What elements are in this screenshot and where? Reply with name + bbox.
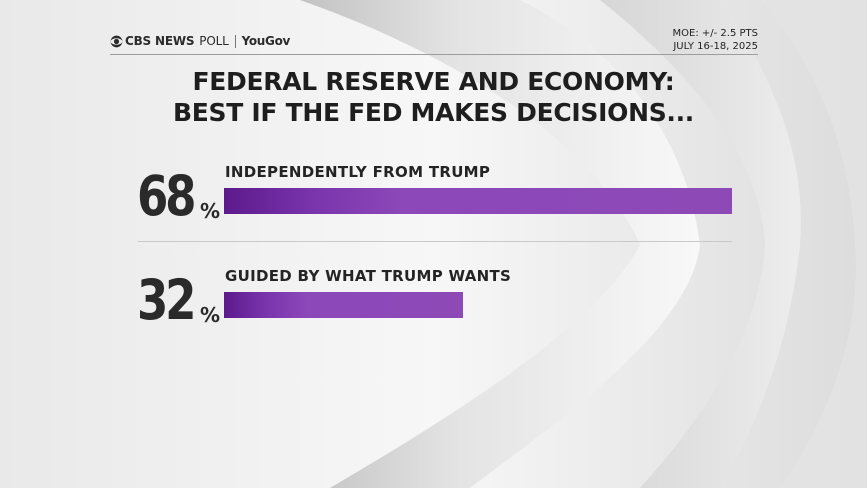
- poll-dates: JULY 16-18, 2025: [673, 41, 758, 52]
- bar-label: INDEPENDENTLY FROM TRUMP: [225, 163, 491, 181]
- percent-number: 32: [137, 268, 196, 332]
- percent-sign: %: [200, 303, 221, 327]
- percent-number: 68: [137, 164, 196, 228]
- brand-logo: CBS NEWS POLL YouGov: [110, 34, 290, 48]
- cbs-eye-icon: [110, 35, 123, 47]
- brand-poll: POLL: [199, 34, 229, 48]
- percent-value: 68 %: [137, 163, 221, 228]
- margin-of-error: MOE: +/- 2.5 PTS: [672, 28, 758, 39]
- brand-divider: [234, 34, 236, 48]
- brand-name: CBS NEWS: [125, 34, 195, 48]
- percent-value: 32 %: [137, 267, 221, 332]
- bar: [224, 292, 463, 318]
- poll-meta: MOE: +/- 2.5 PTS JULY 16-18, 2025: [673, 27, 758, 53]
- bar-row: 32 % GUIDED BY WHAT TRUMP WANTS: [0, 267, 867, 337]
- percent-sign: %: [200, 199, 221, 223]
- bar: [224, 188, 732, 214]
- row-divider: [138, 241, 732, 242]
- chart-title: FEDERAL RESERVE AND ECONOMY: BEST IF THE…: [80, 66, 787, 128]
- bar-row: 68 % INDEPENDENTLY FROM TRUMP: [0, 163, 867, 233]
- partner-name: YouGov: [241, 34, 291, 48]
- header-divider: [110, 54, 758, 55]
- title-line-1: FEDERAL RESERVE AND ECONOMY:: [192, 67, 675, 96]
- bar-label: GUIDED BY WHAT TRUMP WANTS: [225, 267, 512, 285]
- header: CBS NEWS POLL YouGov MOE: +/- 2.5 PTS JU…: [110, 28, 758, 54]
- title-line-2: BEST IF THE FED MAKES DECISIONS...: [173, 98, 694, 127]
